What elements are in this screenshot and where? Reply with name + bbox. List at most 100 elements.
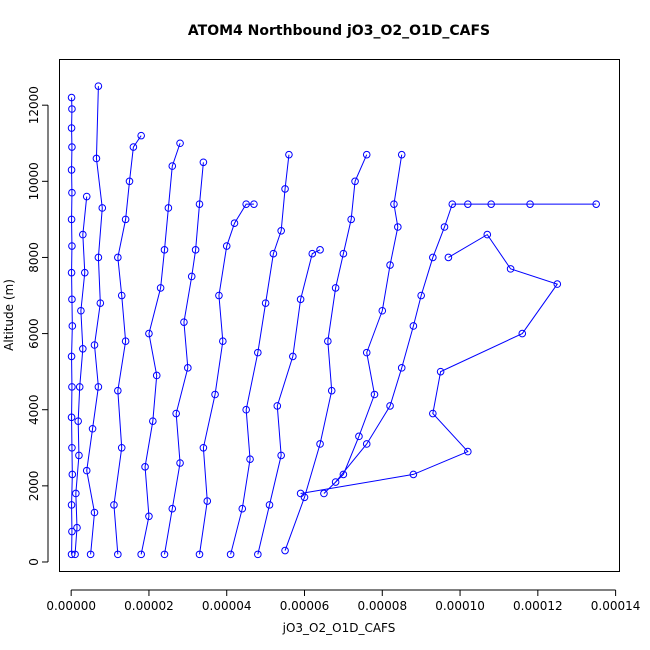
data-point xyxy=(464,447,472,456)
data-point xyxy=(176,139,184,148)
data-point xyxy=(592,200,600,208)
data-point xyxy=(114,386,122,395)
data-point xyxy=(394,223,402,231)
data-point xyxy=(320,489,328,498)
series-line xyxy=(335,203,597,483)
x-tick-label: 0.00002 xyxy=(124,599,174,613)
data-point xyxy=(211,390,219,399)
data-point xyxy=(242,405,250,414)
data-point xyxy=(242,200,250,208)
data-point xyxy=(98,204,107,212)
data-point xyxy=(254,348,262,357)
data-point xyxy=(68,470,77,479)
data-point xyxy=(94,253,103,262)
data-point xyxy=(327,386,336,395)
data-point xyxy=(351,177,359,186)
data-point xyxy=(487,200,495,208)
y-tick-label: 2000 xyxy=(27,471,41,502)
data-point xyxy=(362,440,371,448)
data-point xyxy=(145,512,153,521)
data-point xyxy=(397,150,406,159)
data-point xyxy=(362,348,371,357)
data-point xyxy=(238,504,247,513)
data-point xyxy=(226,550,235,559)
data-point xyxy=(68,383,76,391)
data-point xyxy=(92,154,101,163)
data-point xyxy=(68,188,76,197)
data-point xyxy=(195,550,204,559)
data-point xyxy=(308,249,317,258)
data-point xyxy=(149,417,157,425)
data-point xyxy=(397,364,406,372)
x-axis-label: jO3_O2_O1D_CAFS xyxy=(282,621,396,635)
y-axis: 0 2000 4000 6000 8000 10000 12000 xyxy=(27,86,49,566)
data-point xyxy=(68,242,76,250)
series-12 xyxy=(296,230,562,498)
data-point xyxy=(67,268,76,277)
data-point xyxy=(180,318,188,326)
data-point xyxy=(68,322,77,330)
data-point xyxy=(137,131,145,140)
series-11 xyxy=(331,200,600,486)
data-point xyxy=(80,268,89,277)
x-tick-label: 0.00000 xyxy=(46,599,96,613)
x-tick-label: 0.00006 xyxy=(280,599,330,613)
data-point xyxy=(339,249,348,258)
data-point xyxy=(184,364,192,372)
data-point xyxy=(409,322,418,330)
data-point xyxy=(82,466,91,475)
data-point xyxy=(483,230,492,239)
data-point xyxy=(172,409,180,418)
data-point xyxy=(296,489,305,498)
data-point xyxy=(71,550,79,559)
y-tick-label: 12000 xyxy=(27,86,41,124)
data-point xyxy=(355,432,363,441)
data-point xyxy=(117,443,126,452)
data-point xyxy=(199,443,208,452)
data-point xyxy=(75,383,84,391)
data-point xyxy=(553,280,562,288)
x-tick-label: 0.00010 xyxy=(435,599,485,613)
series-line xyxy=(113,135,142,555)
data-point xyxy=(215,291,223,300)
data-point xyxy=(199,158,208,167)
data-point xyxy=(203,497,212,505)
data-point xyxy=(370,390,379,399)
x-axis: 0.00000 0.00002 0.00004 0.00006 0.00008 0.000… xyxy=(46,589,640,613)
data-point xyxy=(94,82,103,90)
data-point xyxy=(187,272,196,281)
data-point xyxy=(518,329,527,338)
data-point xyxy=(316,246,324,254)
data-point xyxy=(339,470,348,479)
data-point xyxy=(68,143,76,151)
data-point xyxy=(145,329,153,338)
data-point xyxy=(121,215,130,224)
data-point xyxy=(67,352,76,361)
data-point xyxy=(261,299,270,307)
data-point xyxy=(448,200,457,208)
data-point xyxy=(300,493,309,502)
data-point xyxy=(269,249,278,258)
data-point xyxy=(94,383,103,391)
data-point xyxy=(289,352,297,361)
data-point xyxy=(90,341,99,349)
series-10 xyxy=(320,150,406,498)
data-point xyxy=(129,143,138,151)
data-point xyxy=(68,527,76,536)
data-point xyxy=(347,215,355,224)
data-point xyxy=(77,306,85,315)
series-line xyxy=(140,143,181,555)
data-point xyxy=(160,246,169,254)
data-point xyxy=(277,451,285,460)
data-point xyxy=(230,219,239,227)
series-6 xyxy=(195,200,258,559)
y-tick-label: 0 xyxy=(27,558,41,566)
data-point xyxy=(316,440,324,448)
x-tick-label: 0.00012 xyxy=(513,599,563,613)
data-point xyxy=(96,299,105,307)
data-point xyxy=(74,417,82,425)
series-line xyxy=(257,249,321,555)
data-point xyxy=(67,124,76,132)
series-9 xyxy=(281,150,371,555)
data-point xyxy=(386,402,394,410)
